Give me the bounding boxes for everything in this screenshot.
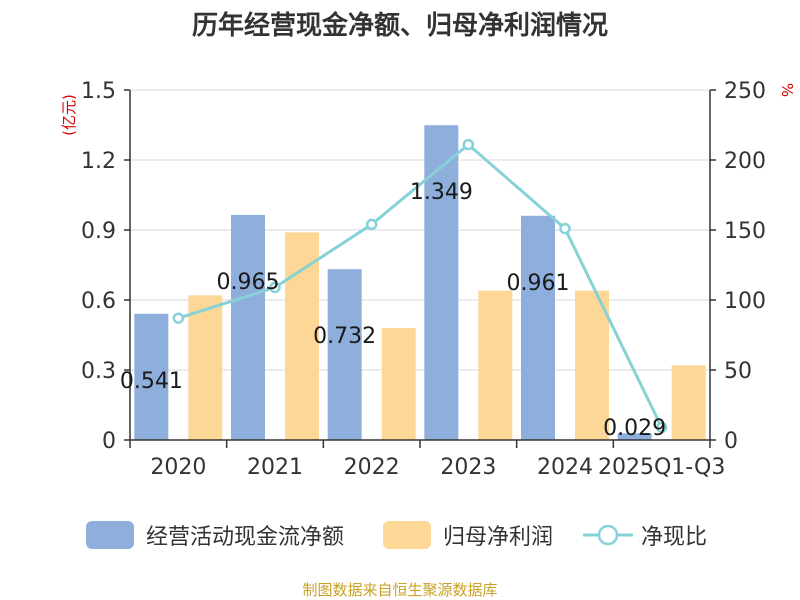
- legend: 经营活动现金流净额 归母净利润 净现比: [0, 518, 800, 552]
- x-tick-label: 2021: [247, 455, 303, 480]
- bar-cashflow: [424, 125, 459, 440]
- bar-cashflow: [231, 214, 265, 440]
- bar-net-profit: [478, 290, 513, 440]
- ratio-line: [172, 138, 668, 434]
- bar-net-profit: [575, 290, 609, 440]
- legend-item-cash-ratio: 净现比: [583, 518, 707, 552]
- data-label-cashflow: 1.349: [410, 180, 473, 205]
- legend-item-cashflow: 经营活动现金流净额: [86, 518, 344, 552]
- x-tick-label: 2024: [537, 455, 593, 480]
- left-tick-label: 1.2: [81, 149, 116, 174]
- right-tick-label: 250: [724, 79, 766, 104]
- data-label-cashflow: 0.965: [217, 270, 280, 295]
- source-note: 制图数据来自恒生聚源数据库: [302, 581, 498, 599]
- data-label-cashflow: 0.029: [603, 416, 666, 441]
- left-tick-label: 0.3: [81, 359, 116, 384]
- bar-cashflow: [134, 313, 169, 440]
- ratio-point: [462, 138, 475, 151]
- ratio-point: [365, 218, 378, 231]
- x-tick-label: 2025Q1-Q3: [598, 455, 725, 480]
- grid-lines: [130, 89, 710, 371]
- legend-label-cash-ratio: 净现比: [641, 525, 708, 550]
- left-tick-label: 0: [102, 429, 116, 454]
- left-tick-label: 0.6: [81, 289, 116, 314]
- legend-item-net-profit: 归母净利润: [383, 518, 553, 552]
- ratio-line-path: [177, 142, 664, 429]
- legend-swatch-net-profit: [383, 521, 431, 549]
- ratio-point: [559, 222, 571, 235]
- bar-net-profit: [188, 295, 223, 440]
- data-label-cashflow: 0.732: [313, 324, 376, 349]
- bar-cashflow: [617, 433, 652, 440]
- data-label-cashflow: 0.961: [507, 271, 570, 296]
- legend-label-net-profit: 归母净利润: [443, 525, 554, 550]
- ratio-point: [172, 312, 185, 324]
- right-tick-label: 0: [724, 429, 738, 454]
- right-tick-label: 100: [724, 289, 766, 314]
- legend-line-icon: [583, 524, 633, 546]
- axes: 0 0.3 0.6 0.9 1.2 1.5 0 50 100 150 200 250 (亿元)% 2020…: [60, 79, 796, 480]
- ratio-point: [269, 281, 281, 294]
- x-tick-label: 2020: [150, 455, 206, 480]
- left-axis-unit-label: (亿元): [60, 94, 78, 136]
- bar-net-profit: [285, 232, 319, 440]
- x-tick-label: 2023: [440, 455, 496, 480]
- right-tick-label: 50: [724, 359, 752, 384]
- legend-swatch-cashflow: [86, 521, 134, 549]
- ratio-point: [655, 421, 668, 434]
- legend-label-cashflow: 经营活动现金流净额: [146, 525, 345, 550]
- right-tick-label: 150: [724, 219, 766, 244]
- data-label-cashflow: 0.541: [120, 369, 183, 394]
- bar-net-profit: [671, 365, 706, 440]
- bar-cashflow: [327, 269, 362, 440]
- chart-title: 历年经营现金净额、归母净利润情况: [191, 11, 608, 41]
- right-axis-unit-label: %: [778, 83, 796, 97]
- bars: [134, 125, 706, 440]
- bar-net-profit: [381, 328, 416, 440]
- x-tick-label: 2022: [344, 455, 400, 480]
- left-tick-label: 0.9: [81, 219, 116, 244]
- left-tick-label: 1.5: [81, 79, 116, 104]
- right-tick-label: 200: [724, 149, 766, 174]
- bar-cashflow: [521, 215, 555, 440]
- data-labels: 0.541 0.965 0.732 1.349 0.961 0.029: [120, 180, 666, 441]
